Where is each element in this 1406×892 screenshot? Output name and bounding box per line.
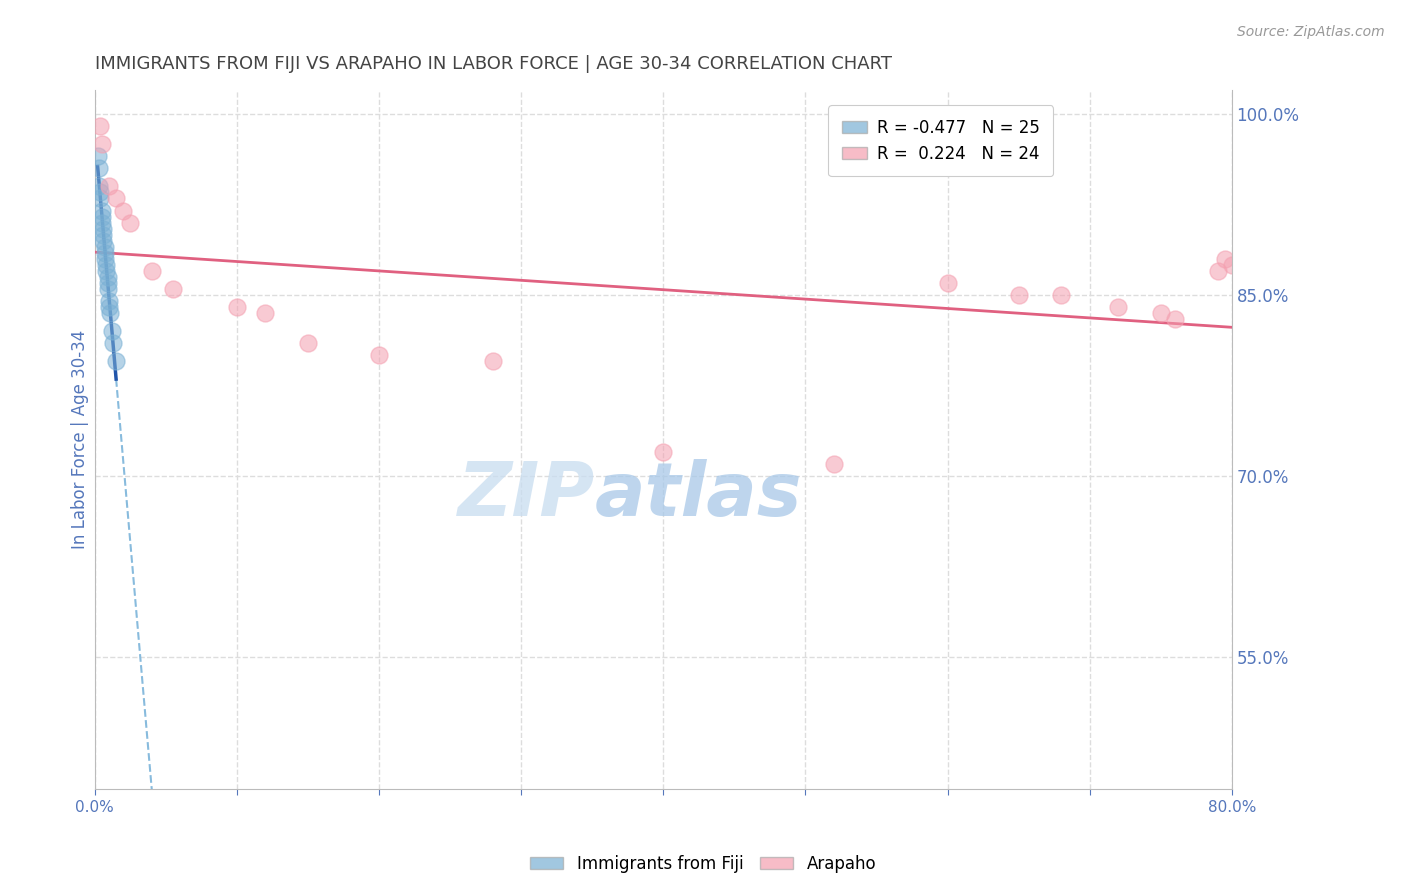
Point: [86, 149, 108, 163]
Point: [103, 336, 125, 351]
Point: [481, 354, 503, 368]
Point: [89, 186, 111, 200]
Point: [1220, 258, 1243, 272]
Text: atlas: atlas: [595, 459, 803, 532]
Point: [98, 179, 121, 194]
Point: [652, 444, 675, 458]
Legend: Immigrants from Fiji, Arapaho: Immigrants from Fiji, Arapaho: [523, 848, 883, 880]
Point: [254, 306, 277, 320]
Point: [97, 269, 120, 284]
Point: [91, 227, 114, 242]
Point: [93, 252, 115, 266]
Point: [1050, 288, 1073, 302]
Point: [90, 137, 112, 152]
Point: [105, 191, 128, 205]
Point: [141, 264, 163, 278]
Point: [98, 293, 121, 308]
Point: [97, 276, 120, 290]
Point: [101, 324, 124, 338]
Y-axis label: In Labor Force | Age 30-34: In Labor Force | Age 30-34: [72, 330, 89, 549]
Point: [90, 203, 112, 218]
Point: [91, 221, 114, 235]
Point: [97, 282, 120, 296]
Point: [105, 354, 128, 368]
Point: [936, 276, 959, 290]
Point: [112, 203, 135, 218]
Point: [96, 264, 118, 278]
Point: [93, 245, 115, 260]
Point: [100, 306, 122, 320]
Point: [1007, 288, 1029, 302]
Point: [120, 216, 142, 230]
Point: [87, 161, 110, 176]
Text: Source: ZipAtlas.com: Source: ZipAtlas.com: [1237, 25, 1385, 39]
Point: [162, 282, 184, 296]
Text: IMMIGRANTS FROM FIJI VS ARAPAHO IN LABOR FORCE | AGE 30-34 CORRELATION CHART: IMMIGRANTS FROM FIJI VS ARAPAHO IN LABOR…: [94, 55, 891, 73]
Point: [1107, 300, 1129, 314]
Point: [1213, 252, 1236, 266]
Point: [90, 210, 112, 224]
Legend: R = -0.477   N = 25, R =  0.224   N = 24: R = -0.477 N = 25, R = 0.224 N = 24: [828, 105, 1053, 177]
Point: [91, 234, 114, 248]
Point: [96, 258, 118, 272]
Point: [89, 119, 111, 133]
Point: [90, 216, 112, 230]
Point: [1150, 306, 1173, 320]
Text: ZIP: ZIP: [458, 459, 595, 532]
Point: [98, 300, 121, 314]
Point: [1206, 264, 1229, 278]
Point: [1164, 312, 1187, 326]
Point: [87, 179, 110, 194]
Point: [93, 240, 115, 254]
Point: [368, 348, 391, 362]
Point: [297, 336, 319, 351]
Point: [89, 191, 111, 205]
Point: [226, 300, 249, 314]
Point: [823, 457, 845, 471]
